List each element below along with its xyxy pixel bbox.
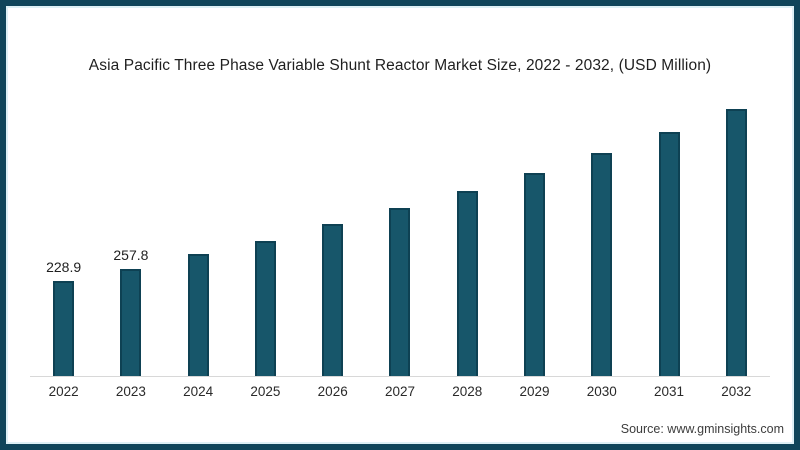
x-tick-label-2027: 2027 [384,384,415,399]
bar-2024 [187,253,209,376]
bar-column-2022: 228.9 [30,76,97,376]
x-tick-label-2030: 2030 [586,384,617,399]
bar-column-2030 [568,76,635,376]
bars-container: 228.9 257.8 [30,76,770,376]
bar-2029 [523,172,545,376]
bar-value-label-2023: 257.8 [113,247,149,263]
bar-column-2027 [366,76,433,376]
bar-2025 [254,240,276,376]
bar-2030 [591,152,613,376]
bar-column-2032 [703,76,770,376]
bar-column-2024 [165,76,232,376]
x-tick-label-2026: 2026 [317,384,348,399]
x-tick-label-2031: 2031 [654,384,685,399]
bar-2022 [53,281,75,376]
chart-title: Asia Pacific Three Phase Variable Shunt … [88,57,712,74]
bar-2026 [322,223,344,376]
bar-column-2023: 257.8 [97,76,164,376]
x-tick-label-2032: 2032 [721,384,752,399]
bar-column-2031 [635,76,702,376]
bar-2031 [658,131,680,376]
x-tick-label-2025: 2025 [250,384,281,399]
bar-column-2025 [232,76,299,376]
bar-column-2026 [299,76,366,376]
bar-column-2029 [501,76,568,376]
x-tick-label-2028: 2028 [452,384,483,399]
bar-2023 [120,269,142,376]
bar-value-label-2022: 228.9 [46,259,82,275]
bar-2032 [725,108,747,376]
x-tick-label-2022: 2022 [48,384,79,399]
x-axis-tick-labels: 2022 2023 2024 2025 2026 2027 2028 2029 2030 2031… [30,384,770,400]
x-axis-line [30,376,770,377]
bar-2027 [389,207,411,376]
x-tick-label-2029: 2029 [519,384,550,399]
bar-column-2028 [434,76,501,376]
bar-2028 [456,190,478,376]
source-credit: Source: www.gminsights.com [620,422,784,436]
x-tick-label-2024: 2024 [183,384,214,399]
x-tick-label-2023: 2023 [115,384,146,399]
